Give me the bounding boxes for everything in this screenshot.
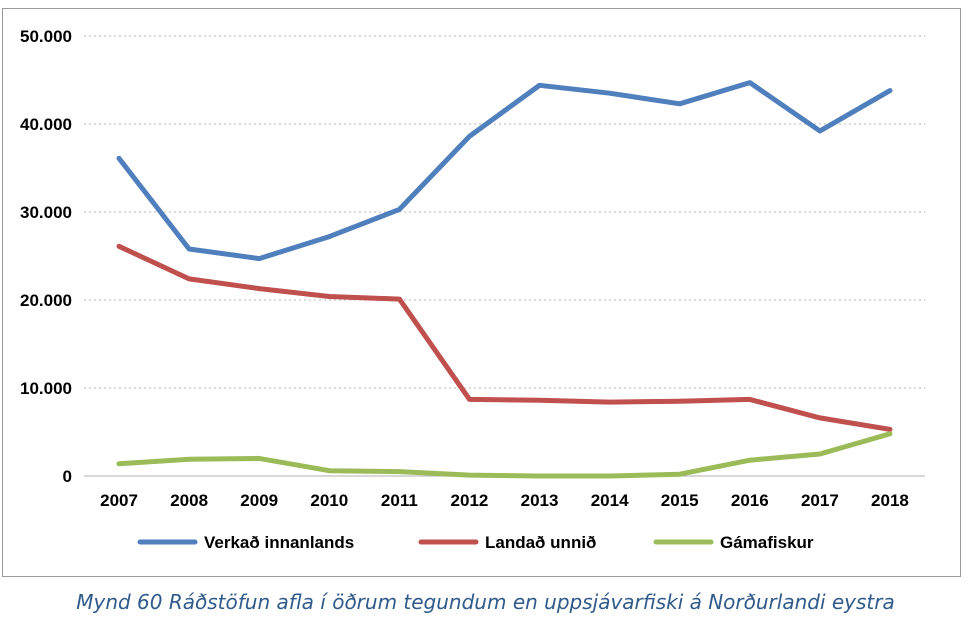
- x-tick-label: 2011: [381, 491, 418, 510]
- x-tick-label: 2012: [451, 491, 489, 510]
- gridlines: [84, 35, 925, 389]
- legend-label: Gámafiskur: [720, 533, 814, 552]
- y-tick-label: 30.000: [20, 203, 72, 222]
- y-tick-label: 20.000: [20, 291, 72, 310]
- x-tick-label: 2009: [240, 491, 278, 510]
- series-line-2: [116, 243, 893, 432]
- legend-label: Verkað innanlands: [204, 533, 354, 552]
- x-axis: 2007 2008 2009 2010 2011 2012 2013 2014 2015 2016…: [84, 475, 925, 510]
- series-line-3: [116, 431, 893, 479]
- x-tick-label: 2007: [100, 491, 138, 510]
- x-tick-label: 2014: [591, 491, 629, 510]
- x-tick-label: 2016: [731, 491, 769, 510]
- x-tick-label: 2013: [521, 491, 559, 510]
- y-axis-tick-labels: 0 10.000 20.000 30.000 40.000 50.000: [20, 27, 72, 486]
- line-chart: 0 10.000 20.000 30.000 40.000 50.000 2007 2008…: [20, 27, 925, 552]
- x-tick-label: 2017: [801, 491, 839, 510]
- chart-frame: [2, 8, 961, 577]
- x-tick-label: 2010: [310, 491, 348, 510]
- x-tick-label: 2018: [871, 491, 909, 510]
- y-tick-label: 40.000: [20, 115, 72, 134]
- y-tick-label: 10.000: [20, 379, 72, 398]
- x-tick-label: 2015: [661, 491, 699, 510]
- y-tick-label: 50.000: [20, 27, 72, 46]
- x-tick-label: 2008: [170, 491, 208, 510]
- series-line-1: [116, 80, 893, 262]
- legend-label: Landað unnið: [485, 533, 596, 552]
- legend: Verkað innanlands Landað unnið Gámafiskur: [137, 533, 814, 552]
- series-lines: [116, 80, 893, 479]
- figure-caption: Mynd 60 Ráðstöfun afla í öðrum tegundum …: [76, 590, 895, 614]
- y-tick-label: 0: [63, 467, 72, 486]
